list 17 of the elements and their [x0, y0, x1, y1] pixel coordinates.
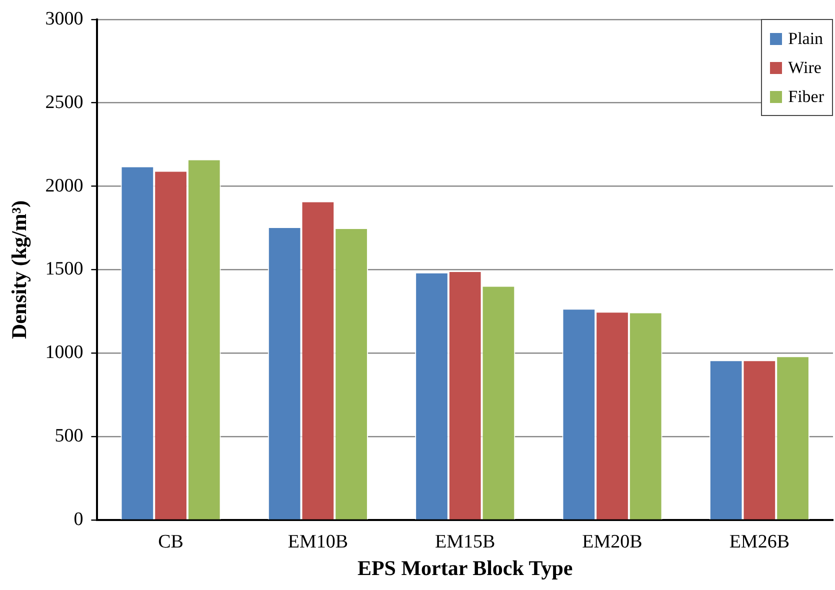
y-tick-label: 1000: [45, 342, 84, 364]
legend-label: Plain: [788, 28, 824, 49]
y-tick-label: 500: [54, 426, 84, 447]
x-tick-label: EM10B: [288, 531, 348, 552]
y-tick-label: 1500: [45, 258, 84, 280]
y-tick-label: 2000: [45, 175, 84, 196]
y-tick-label: 3000: [45, 8, 84, 30]
x-tick-label: EM26B: [729, 531, 790, 552]
x-axis-title: EPS Mortar Block Type: [357, 556, 573, 580]
legend-label: Fiber: [788, 86, 824, 107]
y-tick-label: 2500: [45, 92, 84, 113]
legend-label: Wire: [788, 58, 822, 78]
x-tick-label: EM20B: [582, 531, 642, 552]
y-tick-label: 0: [74, 508, 84, 530]
y-axis-title: Density (kg/m³): [7, 200, 32, 340]
x-tick-label: EM15B: [435, 531, 496, 552]
x-tick-label: CB: [158, 531, 184, 552]
